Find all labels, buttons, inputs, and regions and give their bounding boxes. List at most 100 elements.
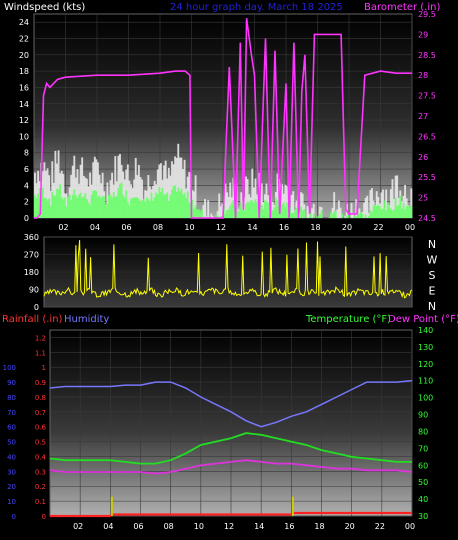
wind-average-bar <box>54 195 57 218</box>
wind-average-bar <box>82 196 85 218</box>
wind-average-bar <box>229 205 232 218</box>
wind-average-bar <box>404 209 406 218</box>
wind-y-tick: 0 <box>24 214 29 223</box>
wind-average-bar <box>245 203 247 218</box>
wind-gust-bar <box>385 189 388 218</box>
wind-gust-bar <box>306 206 309 218</box>
wind-average-bar <box>407 206 410 218</box>
direction-compass-label: S <box>429 269 436 282</box>
wind-average-bar <box>92 190 95 218</box>
wind-gust-bar <box>71 165 74 218</box>
wind-gust-bar <box>128 180 131 218</box>
wind-average-bar <box>150 192 153 218</box>
wind-average-bar <box>131 198 134 218</box>
rainfall-tick: 0.4 <box>35 453 47 461</box>
humidity-tick: 0 <box>12 513 16 521</box>
temperature-x-tick: 10 <box>194 522 204 531</box>
wind-gust-bar <box>371 188 373 218</box>
barometer-y-tick: 29.5 <box>418 10 436 19</box>
wind-barometer-panel: Windspeed (kts) 24 hour graph day. March… <box>4 2 440 232</box>
direction-compass-label: N <box>428 300 436 313</box>
wind-gust-bar <box>194 175 197 218</box>
wind-gust-bar <box>337 200 340 218</box>
wind-average-bar <box>81 197 84 218</box>
wind-gust-bar <box>182 168 184 218</box>
wind-direction-line <box>43 239 413 299</box>
wind-average-bar <box>101 196 104 218</box>
wind-x-tick: 08 <box>153 223 163 232</box>
wind-average-bar <box>56 188 58 218</box>
wind-average-bar <box>35 197 38 218</box>
dewpoint-axis-label: Dew Point (°F) <box>388 314 458 325</box>
wind-gust-bar <box>141 179 143 218</box>
wind-average-bar <box>114 196 117 218</box>
wind-gust-bar <box>298 212 301 218</box>
wind-gust-bar <box>300 192 303 218</box>
wind-gust-bar <box>167 167 170 218</box>
humidity-tick: 80 <box>7 394 16 402</box>
wind-average-bar <box>301 210 304 218</box>
temperature-tick: 70 <box>418 444 428 453</box>
wind-average-bar <box>303 209 306 218</box>
wind-average-bar <box>364 214 367 218</box>
windspeed-axis-label: Windspeed (kts) <box>4 2 85 13</box>
temperature-tick: 100 <box>418 394 433 403</box>
rainfall-tick: 0.6 <box>35 424 47 432</box>
rainfall-tick: 0.1 <box>35 498 46 506</box>
wind-y-tick: 2 <box>24 198 29 207</box>
wind-average-bar <box>85 198 88 218</box>
wind-gust-bar <box>292 191 295 218</box>
wind-gust-bar <box>106 182 109 218</box>
wind-gust-bar <box>117 155 120 218</box>
wind-average-bar <box>177 187 180 218</box>
wind-average-bar <box>161 187 164 218</box>
wind-average-bar <box>137 198 140 218</box>
rainfall-tick: 0.3 <box>35 468 46 476</box>
wind-gust-bar <box>46 168 49 218</box>
wind-average-bar <box>374 204 377 218</box>
wind-gust-bar <box>290 194 293 218</box>
wind-average-bar <box>134 197 137 218</box>
wind-average-bar <box>108 194 110 218</box>
wind-gust-bar <box>226 192 229 218</box>
wind-average-bar <box>166 192 169 218</box>
wind-average-bar <box>62 199 65 218</box>
rainfall-tick: 0.7 <box>35 409 46 417</box>
wind-y-tick: 6 <box>24 165 29 174</box>
temperature-x-tick: 04 <box>103 522 113 531</box>
wind-gust-bar <box>229 182 232 218</box>
wind-gust-bar <box>218 193 221 218</box>
wind-gust-bar <box>183 159 186 218</box>
wind-average-bar <box>375 206 378 218</box>
wind-average-bar <box>382 208 384 218</box>
wind-average-bar <box>360 211 362 218</box>
daily-rain-marker <box>291 496 294 516</box>
wind-gust-bar <box>73 155 76 218</box>
direction-degree-tick: 0 <box>34 303 39 312</box>
wind-average-bar <box>232 199 235 218</box>
wind-gust-bar <box>246 179 249 218</box>
wind-average-bar <box>251 200 254 218</box>
wind-average-bar <box>333 211 336 218</box>
wind-average-bar <box>281 204 284 218</box>
wind-average-bar <box>334 211 337 218</box>
wind-average-bar <box>240 202 243 218</box>
wind-average-bar <box>194 205 197 218</box>
wind-average-bar <box>263 200 266 218</box>
humidity-tick: 30 <box>7 468 16 476</box>
barometer-line <box>34 17 412 219</box>
wind-gust-bar <box>147 175 150 218</box>
wind-gust-bar <box>221 203 224 218</box>
wind-average-bar <box>100 197 103 218</box>
temperature-tick: 40 <box>418 495 428 504</box>
wind-average-bar <box>46 200 49 218</box>
wind-average-bar <box>219 216 222 218</box>
wind-x-tick: 12 <box>216 223 226 232</box>
direction-degree-tick: 360 <box>24 233 39 242</box>
rainfall-line <box>50 511 412 518</box>
temperature-tick: 130 <box>418 343 433 352</box>
wind-gust-bar <box>216 211 219 218</box>
temperature-tick-labels: 30 40 50 60 70 80 90 100 110 120 130 140 <box>418 326 433 521</box>
